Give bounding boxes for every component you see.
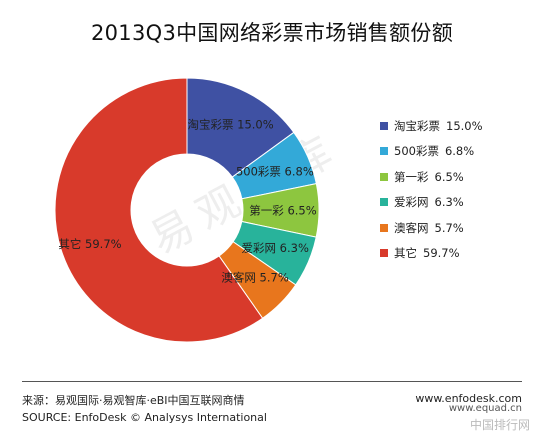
stamp-url: www.equad.cn: [448, 403, 522, 414]
legend-swatch: [380, 249, 388, 258]
donut-chart: 淘宝彩票 15.0% 500彩票 6.8% 第一彩 6.5% 爱彩网 6.3% 澳客网 …: [54, 77, 320, 343]
slice-label: 澳客网 5.7%: [221, 271, 288, 285]
legend-value: 5.7%: [434, 220, 464, 235]
legend-item: 其它 59.7%: [380, 241, 483, 267]
footer-divider: [22, 381, 522, 382]
donut-slice: [54, 77, 264, 343]
legend-label: 第一彩: [394, 169, 429, 184]
source-en: SOURCE: EnfoDesk © Analysys Internationa…: [22, 411, 267, 424]
legend-label: 其它: [394, 246, 417, 261]
slice-label: 其它 59.7%: [58, 237, 121, 251]
legend-value: 59.7%: [423, 246, 460, 261]
legend-label: 澳客网: [394, 220, 429, 235]
legend-value: 6.8%: [444, 144, 475, 159]
legend-item: 淘宝彩票 15.0%: [380, 113, 483, 139]
legend-swatch: [380, 198, 388, 207]
legend-value: 6.3%: [434, 195, 464, 210]
legend-label: 爱彩网: [394, 195, 429, 210]
legend: 淘宝彩票 15.0% 500彩票 6.8% 第一彩 6.5% 爱彩网 6.3% 澳客网 5.7% 其…: [380, 113, 483, 266]
legend-item: 澳客网 5.7%: [380, 215, 483, 241]
legend-swatch: [380, 121, 388, 130]
slice-label: 淘宝彩票 15.0%: [187, 117, 273, 131]
slice-label: 500彩票 6.8%: [236, 164, 314, 178]
legend-swatch: [380, 223, 388, 232]
stamp-logo-text: 中国排行网: [469, 418, 530, 432]
legend-item: 500彩票 6.8%: [380, 139, 483, 165]
legend-value: 6.5%: [434, 169, 464, 184]
legend-label: 淘宝彩票: [394, 118, 440, 133]
legend-value: 15.0%: [446, 118, 483, 133]
chart-title: 2013Q3中国网络彩票市场销售额份额: [90, 21, 454, 45]
legend-item: 爱彩网 6.3%: [380, 190, 483, 216]
legend-item: 第一彩 6.5%: [380, 164, 483, 190]
legend-swatch: [380, 147, 388, 156]
legend-swatch: [380, 172, 388, 181]
slice-label: 第一彩 6.5%: [249, 203, 316, 217]
source-cn: 来源：易观国际·易观智库·eBI中国互联网商情: [22, 394, 245, 407]
legend-label: 500彩票: [394, 144, 439, 159]
slice-label: 爱彩网 6.3%: [242, 241, 309, 255]
website: www.enfodesk.com: [415, 392, 522, 405]
